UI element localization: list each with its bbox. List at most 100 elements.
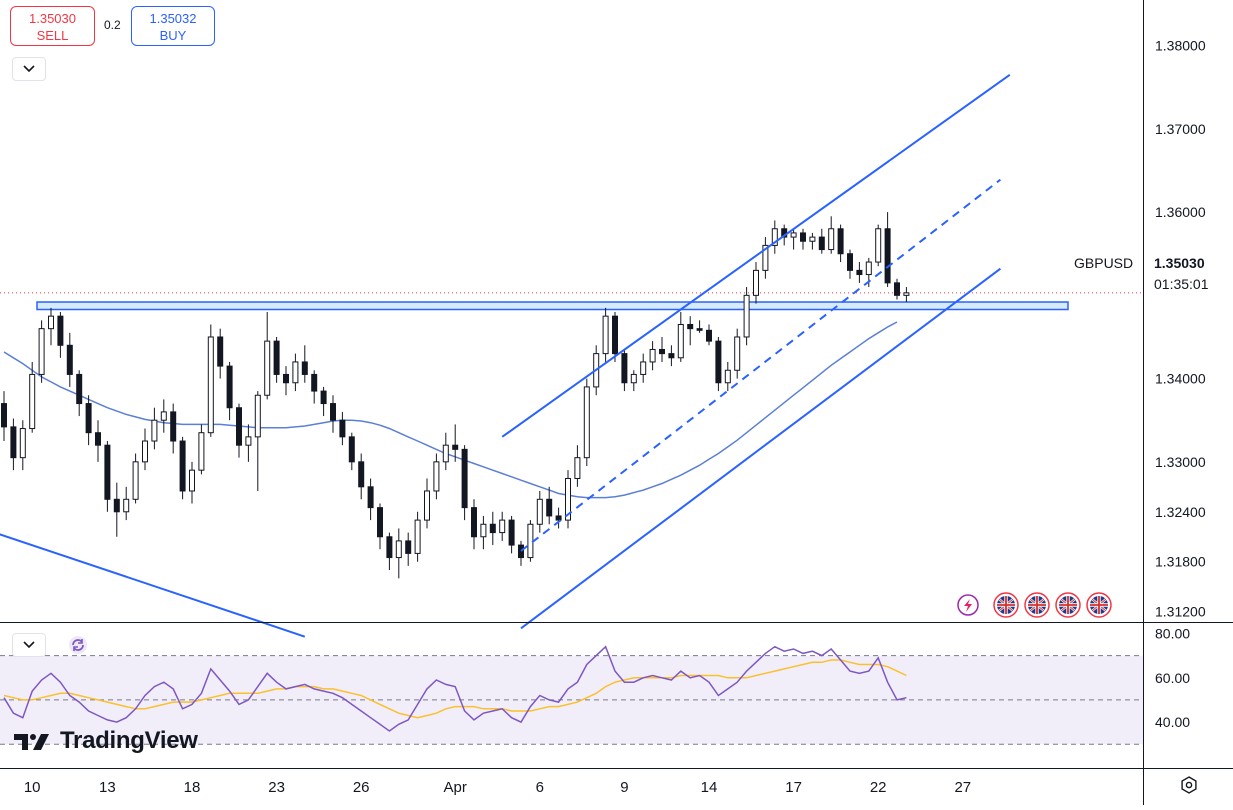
candle-up: [865, 261, 872, 276]
candle-up: [743, 294, 750, 338]
uk-flag-icon: [1024, 592, 1050, 618]
candle-up: [583, 386, 590, 459]
candle-down: [856, 269, 863, 276]
time-tick-label: Apr: [444, 779, 467, 796]
lightning-icon: [957, 594, 979, 616]
time-tick-label: 26: [353, 779, 370, 796]
settings-button[interactable]: [1180, 776, 1198, 799]
candle-down: [471, 507, 477, 538]
candle-down: [1, 403, 7, 428]
price-tick-label: 1.32400: [1155, 504, 1206, 520]
tradingview-logo: TradingView: [14, 727, 198, 755]
candle-down: [461, 448, 468, 509]
candle-down: [668, 353, 675, 359]
bar-countdown: 01:35:01: [1154, 276, 1209, 292]
candle-down: [236, 407, 242, 446]
chevron-down-icon: [23, 641, 35, 649]
candle-up: [207, 336, 214, 434]
flag-cross-red: [1028, 596, 1046, 614]
candle-up: [499, 519, 506, 534]
candle-down: [76, 373, 83, 405]
time-tick-label: 17: [785, 779, 802, 796]
rsi-pane-toggle-button[interactable]: [12, 633, 46, 657]
candle-down: [818, 236, 825, 251]
candle-down: [555, 515, 562, 521]
candle-up: [536, 498, 543, 525]
candle-up: [189, 469, 195, 492]
candle-down: [884, 228, 891, 284]
candle-up: [198, 432, 205, 471]
buy-label: BUY: [159, 28, 187, 43]
time-tick-label: 23: [268, 779, 285, 796]
candle-up: [734, 336, 741, 371]
candle-down: [612, 315, 618, 355]
channel-lower-line: [520, 267, 1002, 630]
candle-down: [518, 544, 524, 559]
price-tick-label: 1.38000: [1155, 38, 1206, 54]
candle-up: [245, 436, 252, 446]
time-tick-label: 10: [24, 779, 41, 796]
candle-down: [894, 282, 900, 296]
candle-down: [546, 498, 553, 517]
flag-cross-red: [1090, 596, 1108, 614]
candle-down: [621, 353, 628, 384]
main-pane-toggle-button[interactable]: [12, 57, 46, 81]
candle-down: [104, 444, 111, 500]
candle-up: [264, 340, 271, 396]
candle-down: [113, 498, 120, 513]
symbol-label: GBPUSD: [1074, 255, 1134, 271]
candle-down: [179, 440, 186, 492]
candle-up: [480, 523, 487, 538]
time-tick-label: 6: [536, 779, 544, 796]
price-tick-label: 1.31200: [1155, 604, 1206, 620]
candle-down: [687, 323, 694, 330]
candle-down: [66, 344, 73, 375]
candle-up: [132, 461, 139, 500]
candle-down: [800, 232, 806, 242]
candle-up: [19, 428, 26, 459]
candle-up: [123, 498, 130, 513]
candle-up: [292, 361, 299, 384]
candle-up: [771, 228, 778, 246]
time-tick-label: 13: [99, 779, 116, 796]
uk-flag-icon: [993, 592, 1019, 618]
sell-button[interactable]: 1.35030 SELL: [10, 6, 95, 46]
candle-down: [348, 436, 355, 463]
candle-down: [283, 373, 289, 384]
descending-trend-line: [0, 533, 306, 638]
candle-up: [649, 348, 656, 363]
current-price-label: 1.35030: [1154, 255, 1205, 271]
candle-down: [311, 373, 318, 392]
refresh-button[interactable]: [66, 633, 90, 657]
price-tick-label: 1.34000: [1155, 371, 1206, 387]
candle-down: [847, 253, 853, 271]
candle-down: [226, 365, 233, 409]
buy-button[interactable]: 1.35032 BUY: [131, 6, 215, 46]
settings-icon: [1181, 776, 1197, 794]
candle-up: [630, 373, 637, 384]
candle-up: [38, 328, 45, 375]
candle-up: [828, 228, 835, 251]
candle-up: [640, 361, 647, 375]
candle-down: [358, 461, 365, 488]
candle-up: [151, 419, 158, 442]
candle-down: [405, 540, 412, 554]
candle-down: [320, 390, 327, 405]
candle-down: [659, 348, 665, 355]
candle-up: [29, 373, 36, 430]
candle-down: [339, 419, 346, 438]
candle-up: [442, 444, 449, 463]
candle-up: [424, 490, 430, 521]
candle-down: [489, 523, 496, 534]
flag-cross-red: [1059, 596, 1077, 614]
candle-up: [762, 244, 769, 271]
price-tick-label: 1.37000: [1155, 121, 1206, 137]
candle-up: [48, 315, 54, 330]
tradingview-logo-icon: [14, 734, 49, 750]
channel-mid-line: [520, 178, 1002, 552]
candle-down: [715, 340, 722, 384]
flag-cross-red: [997, 596, 1015, 614]
rsi-ma-line: [3, 659, 907, 719]
